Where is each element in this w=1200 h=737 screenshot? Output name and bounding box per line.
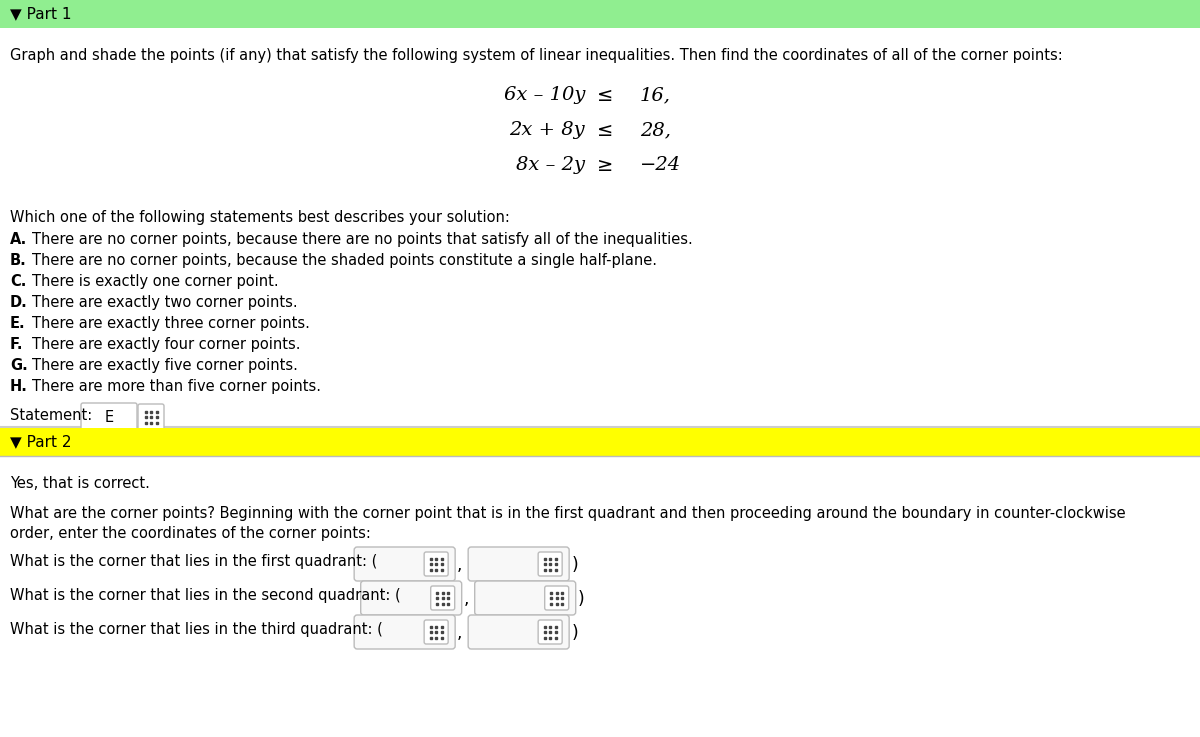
- FancyBboxPatch shape: [424, 620, 448, 644]
- Text: ≤: ≤: [596, 85, 613, 105]
- Text: Yes, that is correct.: Yes, that is correct.: [10, 476, 150, 491]
- Text: ▼ Part 2: ▼ Part 2: [10, 435, 72, 450]
- Text: What are the corner points? Beginning with the corner point that is in the first: What are the corner points? Beginning wi…: [10, 506, 1126, 521]
- Text: 16,: 16,: [640, 86, 671, 104]
- Bar: [0, 428, 1200, 456]
- Text: Graph and shade the points (if any) that satisfy the following system of linear : Graph and shade the points (if any) that…: [10, 48, 1063, 63]
- Text: There is exactly one corner point.: There is exactly one corner point.: [32, 274, 278, 289]
- FancyBboxPatch shape: [354, 547, 455, 581]
- Text: What is the corner that lies in the third quadrant: (: What is the corner that lies in the thir…: [10, 622, 383, 637]
- Text: 28,: 28,: [640, 121, 671, 139]
- Text: There are no corner points, because the shaded points constitute a single half-p: There are no corner points, because the …: [32, 253, 658, 268]
- Text: ,: ,: [457, 556, 463, 574]
- Text: E.: E.: [10, 316, 25, 331]
- Text: F.: F.: [10, 337, 24, 352]
- Text: ≤: ≤: [596, 121, 613, 139]
- Text: H.: H.: [10, 379, 28, 394]
- Text: There are exactly five corner points.: There are exactly five corner points.: [32, 358, 298, 373]
- Text: A.: A.: [10, 232, 28, 247]
- Text: There are exactly two corner points.: There are exactly two corner points.: [32, 295, 298, 310]
- Text: C.: C.: [10, 274, 26, 289]
- FancyBboxPatch shape: [138, 404, 164, 430]
- Text: 2x + 8y: 2x + 8y: [509, 121, 586, 139]
- Text: E: E: [104, 410, 114, 425]
- Text: order, enter the coordinates of the corner points:: order, enter the coordinates of the corn…: [10, 526, 371, 541]
- Text: What is the corner that lies in the first quadrant: (: What is the corner that lies in the firs…: [10, 554, 377, 569]
- Text: Statement:: Statement:: [10, 408, 92, 423]
- Text: 6x – 10y: 6x – 10y: [504, 86, 586, 104]
- FancyBboxPatch shape: [545, 586, 569, 610]
- Text: ,: ,: [457, 624, 463, 642]
- Text: There are exactly three corner points.: There are exactly three corner points.: [32, 316, 310, 331]
- Text: 8x – 2y: 8x – 2y: [516, 156, 586, 174]
- FancyBboxPatch shape: [354, 615, 455, 649]
- FancyBboxPatch shape: [431, 586, 455, 610]
- Text: ▼ Part 1: ▼ Part 1: [10, 7, 72, 21]
- FancyBboxPatch shape: [468, 615, 569, 649]
- Text: There are more than five corner points.: There are more than five corner points.: [32, 379, 322, 394]
- Text: There are no corner points, because there are no points that satisfy all of the : There are no corner points, because ther…: [32, 232, 692, 247]
- Text: What is the corner that lies in the second quadrant: (: What is the corner that lies in the seco…: [10, 588, 401, 603]
- Text: G.: G.: [10, 358, 28, 373]
- FancyBboxPatch shape: [82, 403, 137, 431]
- Text: D.: D.: [10, 295, 28, 310]
- FancyBboxPatch shape: [361, 581, 462, 615]
- Text: ): ): [577, 590, 584, 608]
- FancyBboxPatch shape: [538, 552, 562, 576]
- Text: −24: −24: [640, 156, 682, 174]
- Text: Which one of the following statements best describes your solution:: Which one of the following statements be…: [10, 210, 510, 225]
- FancyBboxPatch shape: [424, 552, 448, 576]
- Bar: [0, 0, 1200, 28]
- Text: ≥: ≥: [596, 156, 613, 175]
- Text: There are exactly four corner points.: There are exactly four corner points.: [32, 337, 300, 352]
- Text: B.: B.: [10, 253, 26, 268]
- Text: ): ): [571, 624, 578, 642]
- FancyBboxPatch shape: [538, 620, 562, 644]
- FancyBboxPatch shape: [468, 547, 569, 581]
- FancyBboxPatch shape: [475, 581, 576, 615]
- Text: ,: ,: [463, 590, 469, 608]
- Text: ): ): [571, 556, 578, 574]
